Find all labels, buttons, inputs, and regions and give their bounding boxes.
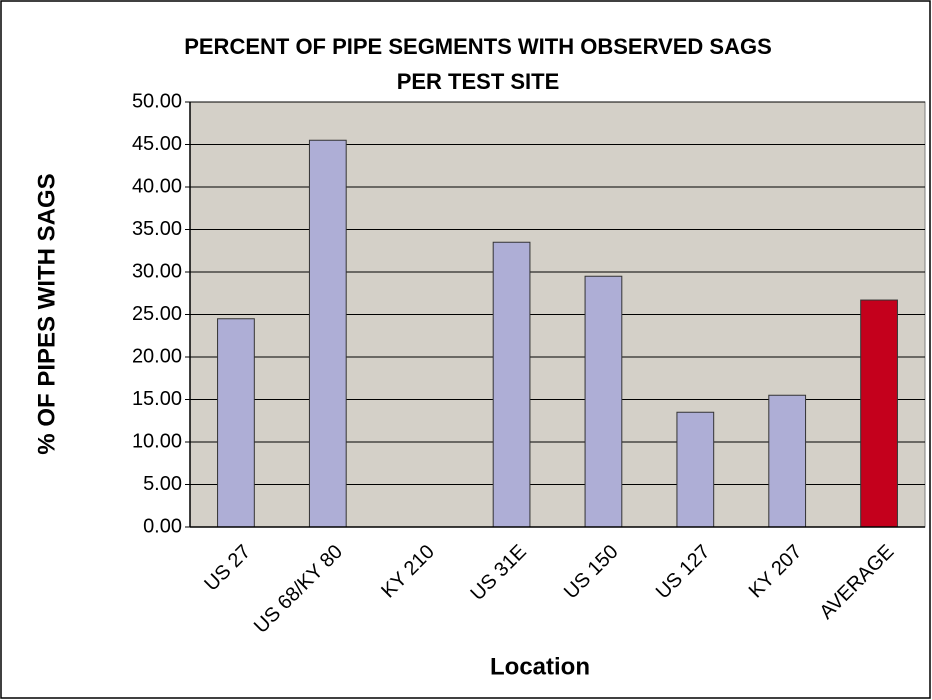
- bar: [492, 241, 531, 528]
- chart-title: PERCENT OF PIPE SEGMENTS WITH OBSERVED S…: [184, 34, 772, 59]
- y-tick-label: 20.00: [132, 345, 182, 367]
- y-tick-label: 5.00: [143, 473, 182, 495]
- x-axis-label: Location: [490, 653, 590, 680]
- y-tick-label: 50.00: [132, 90, 182, 112]
- y-tick-label: 40.00: [132, 175, 182, 197]
- y-tick-label: 15.00: [132, 388, 182, 410]
- bar: [308, 139, 347, 528]
- chart-subtitle: PER TEST SITE: [397, 69, 560, 94]
- bar: [676, 411, 715, 528]
- y-tick-label: 35.00: [132, 218, 182, 240]
- y-tick-label: 25.00: [132, 303, 182, 325]
- y-tick-label: 0.00: [143, 515, 182, 537]
- bar: [584, 275, 623, 528]
- y-tick-label: 45.00: [132, 133, 182, 155]
- y-axis-label: % OF PIPES WITH SAGS: [33, 173, 60, 454]
- bar: [860, 299, 898, 528]
- y-tick-label: 10.00: [132, 430, 182, 452]
- bar: [217, 318, 255, 528]
- y-tick-label: 30.00: [132, 260, 182, 282]
- bar: [768, 394, 807, 528]
